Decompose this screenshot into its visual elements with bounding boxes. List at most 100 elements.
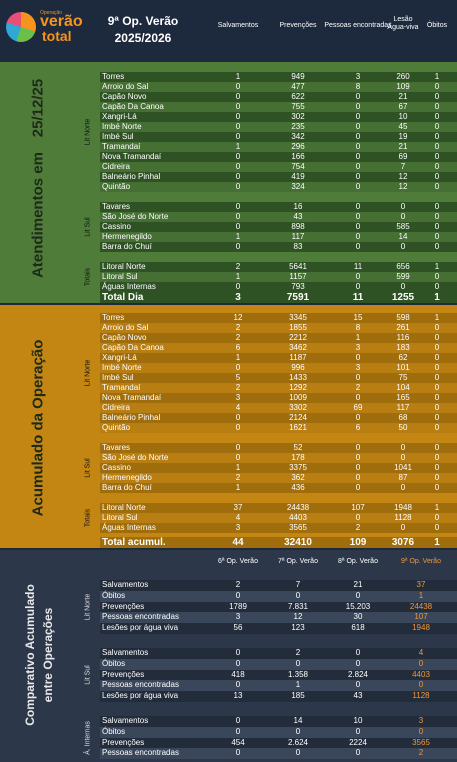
row-name: Salvamentos xyxy=(102,716,149,725)
cell: 69 xyxy=(398,152,408,161)
cell: 0 xyxy=(355,172,361,181)
cell: 436 xyxy=(291,483,305,492)
cell: 7 xyxy=(400,162,406,171)
cell: 0 xyxy=(400,282,406,291)
cell: 0 xyxy=(434,82,440,91)
column-header: 9ª Op. Verão xyxy=(401,558,441,565)
cell: 50 xyxy=(398,423,408,432)
cell: 0 xyxy=(434,413,440,422)
cell: 3 xyxy=(355,72,361,81)
cell: 0 xyxy=(434,212,440,221)
row xyxy=(100,453,457,463)
total-row xyxy=(100,537,457,548)
group-label: Lit Norte xyxy=(84,593,92,621)
row xyxy=(100,272,457,282)
row-name: São José do Norte xyxy=(102,453,169,462)
cell: 0 xyxy=(355,748,361,758)
column-header: 6ª Op. Verão xyxy=(218,558,258,565)
row xyxy=(100,669,457,681)
row xyxy=(100,232,457,242)
cell: 0 xyxy=(235,716,241,725)
cell: 0 xyxy=(434,483,440,492)
total-cell: 1 xyxy=(434,537,440,548)
row xyxy=(100,92,457,102)
cell: 3 xyxy=(355,363,361,372)
cell: 0 xyxy=(355,393,361,402)
cell: 1 xyxy=(418,590,424,600)
cell: 185 xyxy=(291,691,305,701)
row xyxy=(100,680,457,692)
row-name: Tramandaí xyxy=(102,142,141,151)
cell: 0 xyxy=(235,182,241,191)
cell: 116 xyxy=(396,333,410,342)
cell: 1 xyxy=(235,463,241,472)
row xyxy=(100,648,457,659)
row xyxy=(100,313,457,323)
logo-word: verão xyxy=(40,13,83,30)
cell: 75 xyxy=(398,373,408,382)
cell: 0 xyxy=(235,363,241,372)
cell: 2 xyxy=(235,383,241,392)
column-header: 7ª Op. Verão xyxy=(278,558,318,565)
cell: 10 xyxy=(353,716,363,725)
cell: 1 xyxy=(434,262,440,271)
group-label: Á. Internas xyxy=(84,720,92,755)
row-name: Imbé Sul xyxy=(102,373,134,382)
cell: 296 xyxy=(291,142,305,151)
cell: 754 xyxy=(291,162,305,171)
row-name: Capão Da Canoa xyxy=(102,102,164,111)
cell: 0 xyxy=(434,463,440,472)
cell: 0 xyxy=(355,453,361,462)
total-cell: 32410 xyxy=(284,537,312,548)
cell: 0 xyxy=(235,152,241,161)
row-name: Lesões por água viva xyxy=(102,691,179,701)
cell: 30 xyxy=(353,612,363,622)
cell: 87 xyxy=(398,473,408,482)
cell: 4 xyxy=(418,648,424,657)
group-label: Totais xyxy=(84,267,92,287)
cell: 13 xyxy=(233,691,243,701)
row-name: Capão Da Canoa xyxy=(102,343,164,352)
section-label: Comparativo Acumulado xyxy=(23,584,37,726)
cell: 0 xyxy=(355,152,361,161)
cell: 0 xyxy=(235,590,241,600)
row xyxy=(100,112,457,122)
cell: 0 xyxy=(355,726,361,736)
row xyxy=(100,333,457,343)
cell: 3565 xyxy=(412,737,430,747)
cell: 0 xyxy=(434,132,440,141)
cell: 0 xyxy=(295,748,301,758)
cell: 12 xyxy=(233,313,243,322)
cell: 0 xyxy=(235,132,241,141)
cell: 109 xyxy=(396,82,410,91)
cell: 0 xyxy=(355,272,361,281)
cell: 0 xyxy=(434,112,440,121)
cell: 1292 xyxy=(289,383,307,392)
cell: 0 xyxy=(434,162,440,171)
cell: 0 xyxy=(355,648,361,657)
logo-small: Operação xyxy=(40,10,62,16)
row-name: Águas Internas xyxy=(102,282,156,291)
cell: 21 xyxy=(398,92,408,101)
row-name: Litoral Sul xyxy=(102,272,138,281)
row-name: Barra do Chuí xyxy=(102,483,152,492)
row xyxy=(100,580,457,591)
total-cell: 44 xyxy=(232,537,244,548)
cell: 0 xyxy=(355,122,361,131)
row-name: Cassino xyxy=(102,463,131,472)
total-cell: 1 xyxy=(434,292,440,303)
cell: 14 xyxy=(398,232,408,241)
cell: 2 xyxy=(235,323,241,332)
row-name: Óbitos xyxy=(102,590,126,600)
cell: 1009 xyxy=(289,393,307,402)
row xyxy=(100,373,457,383)
cell: 1 xyxy=(355,333,361,342)
cell: 0 xyxy=(235,680,241,690)
row-name: Pessoas encontradas xyxy=(102,680,179,690)
cell: 69 xyxy=(353,403,363,412)
row xyxy=(100,748,457,760)
row xyxy=(100,162,457,172)
cell: 10 xyxy=(398,112,408,121)
group-label: Lit Sul xyxy=(84,665,92,685)
